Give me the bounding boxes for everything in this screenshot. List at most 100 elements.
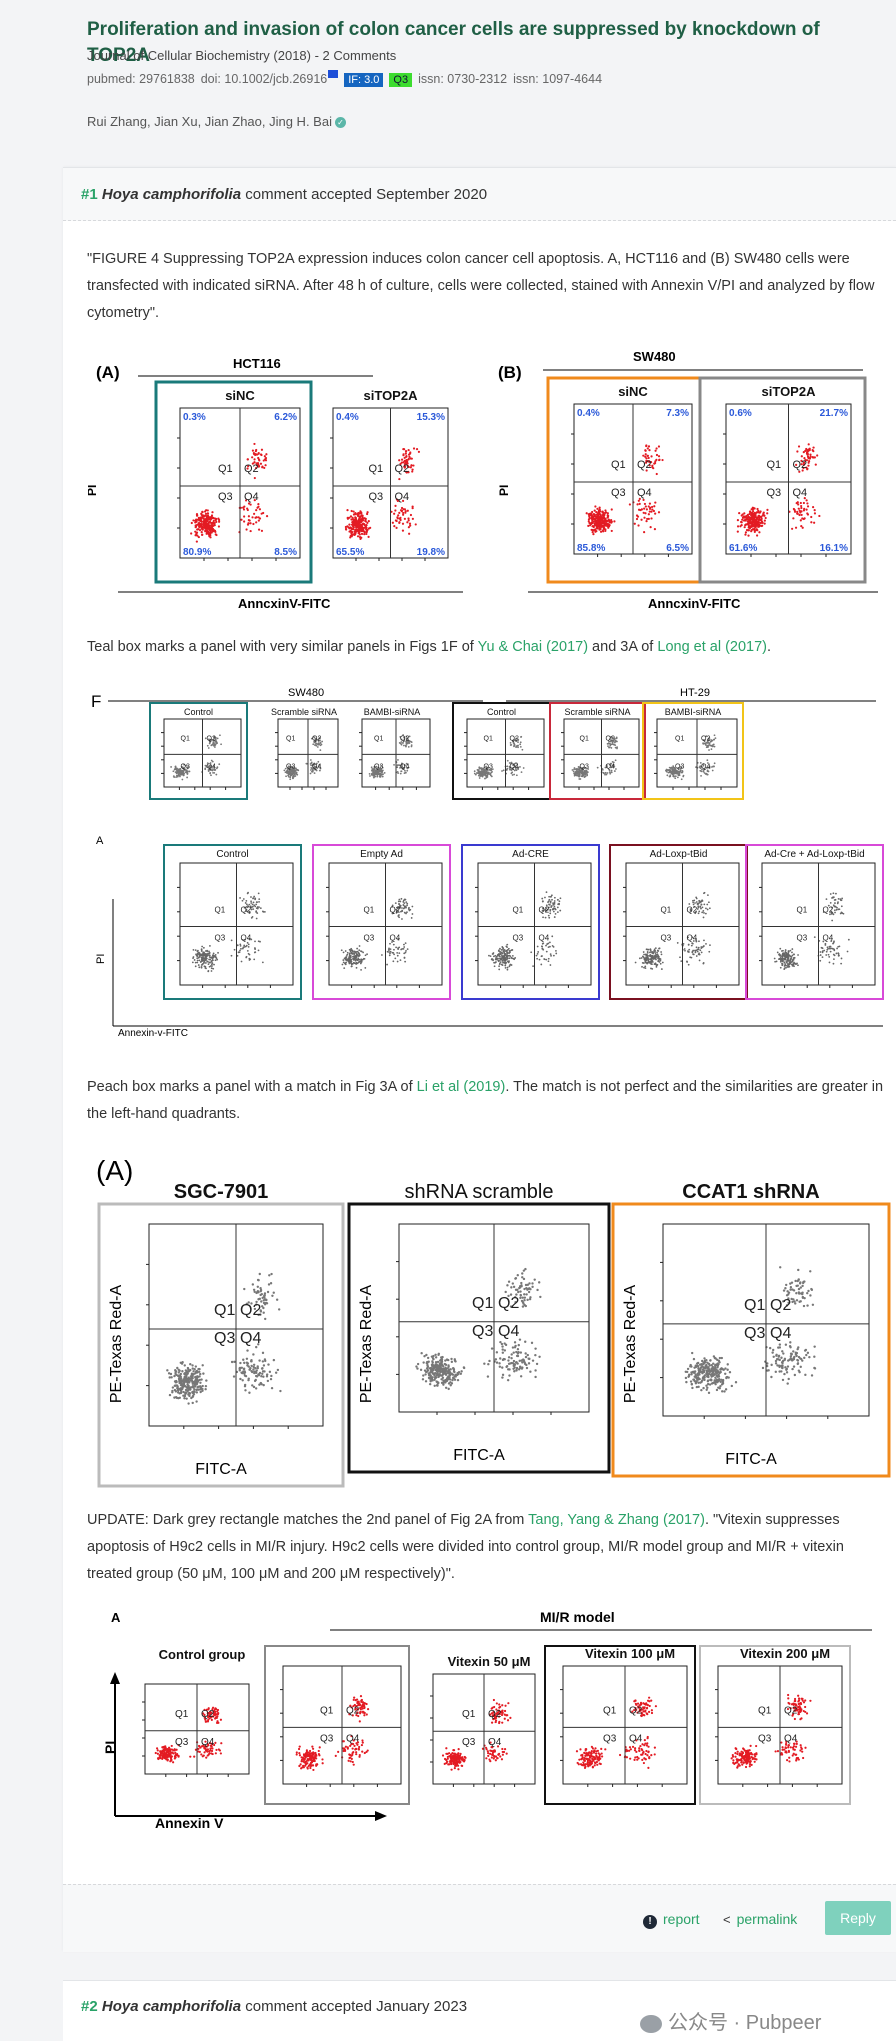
share-icon: <	[723, 1912, 731, 1927]
quadrant-label-q3: Q3	[675, 763, 684, 770]
row2-title-1: Empty Ad	[360, 849, 403, 860]
quadrant-label-q2: Q2	[823, 905, 834, 914]
fig3-title-0: SGC-7901	[174, 1181, 269, 1203]
fig2-xlabel: Annexin-v-FITC	[118, 1028, 188, 1039]
issn-print: issn: 0730-2312	[418, 72, 507, 86]
quadrant-label-q2: Q2	[606, 735, 615, 742]
quadrant-label-q4: Q4	[770, 1325, 791, 1342]
quadrant-label-q3: Q3	[462, 1737, 476, 1748]
quadrant-label-q1: Q1	[320, 1705, 334, 1716]
comment-card-1: #1 Hoya camphorifolia comment accepted S…	[63, 167, 896, 1951]
quadrant-label-q3: Q3	[472, 1323, 493, 1340]
author-list[interactable]: Rui Zhang, Jian Xu, Jian Zhao, Jing H. B…	[87, 114, 332, 129]
quadrant-label-q4: Q4	[539, 933, 550, 942]
link-li-2019[interactable]: Li et al (2019)	[417, 1079, 506, 1095]
link-tang-2017[interactable]: Tang, Yang & Zhang (2017)	[528, 1512, 705, 1528]
paper-header: Proliferation and invasion of colon canc…	[0, 0, 896, 160]
fig3-label: (A)	[96, 1155, 133, 1186]
fig1-ylabel-b: PI	[497, 485, 511, 496]
quadrant-label-q1: Q1	[611, 459, 626, 471]
peach-box-note: Peach box marks a panel with a match in …	[87, 1074, 887, 1128]
comment-number[interactable]: #1	[81, 186, 98, 203]
reply-button[interactable]: Reply	[825, 1901, 891, 1935]
quadrant-label-q4: Q4	[395, 491, 410, 503]
row1-title-5: BAMBI-siRNA	[665, 707, 722, 717]
fig3-xlabel: FITC-A	[453, 1447, 505, 1464]
quadrant-label-q1: Q1	[181, 735, 190, 742]
quadrant-label-q1: Q1	[744, 1297, 765, 1314]
quadrant-label-q1: Q1	[767, 459, 782, 471]
comment-footer: ! report <permalink Reply	[63, 1884, 896, 1952]
fig2-label-f: F	[91, 692, 101, 711]
pubmed-id[interactable]: pubmed: 29761838	[87, 72, 195, 86]
quadrant-label-q3: Q3	[215, 933, 226, 942]
quadrant-label-q2: Q2	[784, 1705, 798, 1716]
quadrant-percent: 6.2%	[274, 412, 297, 423]
fig3-ylabel: PE-Texas Red-A	[358, 1285, 375, 1404]
quadrant-percent: 0.6%	[729, 408, 752, 419]
quadrant-label-q3: Q3	[181, 763, 190, 770]
commenter-name[interactable]: Hoya camphorifolia	[102, 186, 241, 203]
wechat-icon	[640, 2015, 662, 2033]
panel-title-2: siNC	[618, 384, 648, 399]
quadrant-label-q4: Q4	[201, 1737, 215, 1748]
quadrant-label-q2: Q2	[701, 735, 710, 742]
quadrant-label-q4: Q4	[510, 763, 519, 770]
fig2-ylabel: PI	[95, 954, 107, 964]
fig4-title-0: Control group	[159, 1647, 246, 1662]
teal-note-text-2: and 3A of	[588, 639, 657, 655]
quadrant-label-q2: Q2	[637, 459, 652, 471]
quadrant-label-q3: Q3	[175, 1737, 189, 1748]
row1-title-2: BAMBI-siRNA	[364, 707, 421, 717]
fig1-group-b: SW480	[633, 349, 676, 364]
quadrant-label-q3: Q3	[603, 1733, 617, 1744]
quadrant-label-q1: Q1	[364, 905, 375, 914]
doi[interactable]: doi: 10.1002/jcb.26916	[201, 72, 328, 86]
quadrant-label-q2: Q2	[629, 1705, 643, 1716]
report-link[interactable]: ! report	[643, 1911, 700, 1929]
fig4-title-4: Vitexin 200 μM	[740, 1646, 830, 1661]
row2-title-4: Ad-Cre + Ad-Loxp-tBid	[764, 849, 864, 860]
comment-status-2: comment accepted January 2023	[245, 1998, 467, 2015]
quadrant-label-q1: Q1	[369, 463, 384, 475]
quadrant-label-q4: Q4	[244, 491, 259, 503]
quadrant-label-q2: Q2	[346, 1705, 360, 1716]
fig1-xlabel-a: AnncxinV-FITC	[238, 596, 331, 611]
permalink-link[interactable]: <permalink	[723, 1911, 797, 1927]
fig1-ylabel-a: PI	[88, 485, 99, 496]
quadrant-label-q2: Q2	[488, 1709, 502, 1720]
quadrant-label-q4: Q4	[793, 487, 808, 499]
quadrant-percent: 0.4%	[577, 408, 600, 419]
alert-icon: !	[643, 1915, 657, 1929]
fig3-title-1: shRNA scramble	[405, 1181, 554, 1203]
quadrant-label-q3: Q3	[218, 491, 233, 503]
quadrant-label-q3: Q3	[661, 933, 672, 942]
quadrant-percent: 7.3%	[666, 408, 689, 419]
flag-icon	[328, 70, 338, 78]
commenter-name-2[interactable]: Hoya camphorifolia	[102, 1998, 241, 2015]
quadrant-percent: 80.9%	[183, 547, 211, 558]
quadrant-label-q1: Q1	[675, 735, 684, 742]
quadrant-label-q1: Q1	[374, 735, 383, 742]
row1-title-4: Scramble siRNA	[564, 707, 630, 717]
comment-number-2[interactable]: #2	[81, 1998, 98, 2015]
quadrant-label-q4: Q4	[784, 1733, 798, 1744]
report-label: report	[663, 1911, 700, 1927]
link-yu-chai-2017[interactable]: Yu & Chai (2017)	[478, 639, 588, 655]
quadrant-label-q3: Q3	[744, 1325, 765, 1342]
quadrant-label-q2: Q2	[539, 905, 550, 914]
quadrant-label-q3: Q3	[369, 491, 384, 503]
quadrant-label-q1: Q1	[580, 735, 589, 742]
update-note: UPDATE: Dark grey rectangle matches the …	[87, 1507, 887, 1588]
quadrant-label-q4: Q4	[687, 933, 698, 942]
fig3-xlabel: FITC-A	[195, 1461, 247, 1478]
link-long-2017[interactable]: Long et al (2017)	[657, 639, 767, 655]
quadrant-label-q3: Q3	[484, 763, 493, 770]
fig1-xlabel-b: AnncxinV-FITC	[648, 596, 741, 611]
quadrant-label-q4: Q4	[629, 1733, 643, 1744]
